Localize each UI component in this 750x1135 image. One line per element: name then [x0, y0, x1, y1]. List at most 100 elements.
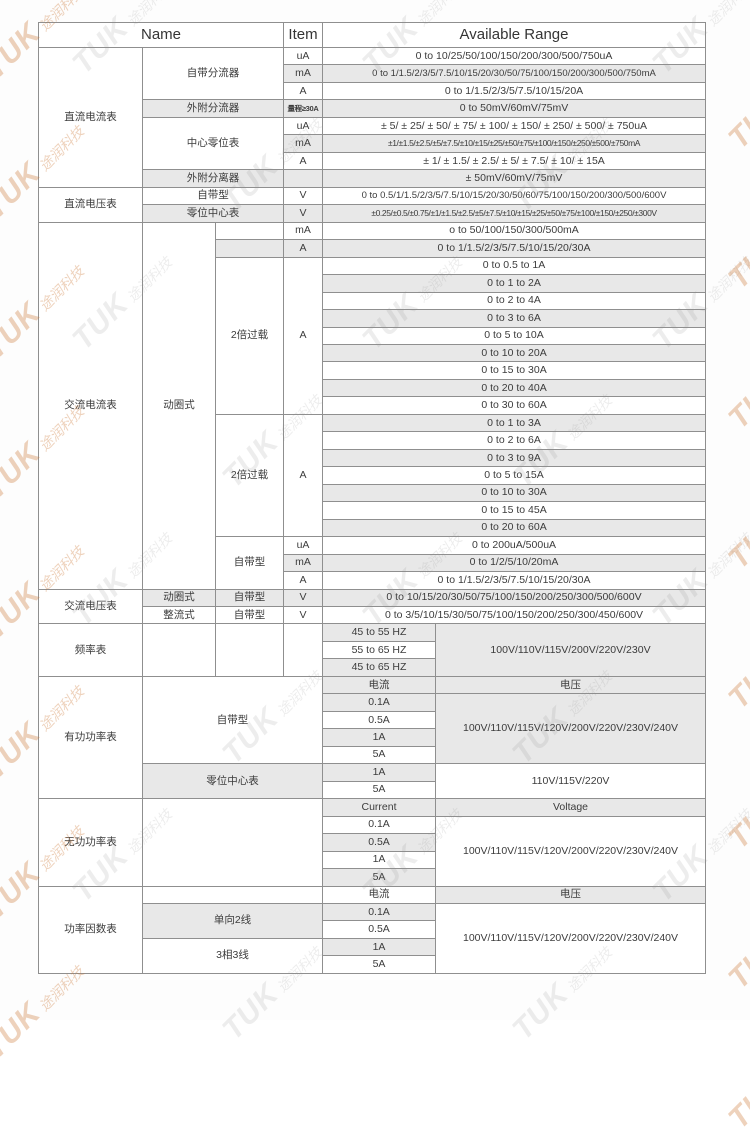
cell: 0.5A [322, 833, 436, 852]
table-row: 1A [39, 728, 706, 747]
cell: 无功功率表 [38, 798, 143, 887]
table-row: 3相3线 1A [39, 937, 706, 974]
watermark-text: TUK途润科技 [722, 646, 750, 716]
cell: 0 to 0.5 to 1A [321, 256, 707, 276]
cell: uA [283, 46, 323, 66]
cell: 自带型 [215, 588, 284, 608]
cell: 0 to 20 to 40A [321, 378, 707, 398]
cell: Voltage [434, 798, 707, 817]
header-cell: Item [283, 22, 323, 48]
table-row: 45 to 65 HZ [39, 658, 706, 677]
table-row: 0.5A [39, 833, 706, 852]
watermark-text: TUK途润科技 [722, 226, 750, 296]
cell: ±0.25/±0.5/±0.75/±1/±1.5/±2.5/±5/±7.5/±1… [321, 204, 707, 223]
table-row: 交流电压表 动圈式 自带型 V 0 to 10/15/20/30/50/75/100/1… [38, 588, 707, 625]
cell: 零位中心表 [142, 763, 323, 800]
cell: 100V/110V/115V/120V/200V/220V/230V/240V [434, 902, 707, 974]
cell: V [283, 588, 323, 608]
table-row: 零位中心表 1A 110V/115V/220V [39, 763, 707, 800]
cell: ± 1/ ± 1.5/ ± 2.5/ ± 5/ ± 7.5/ ± 10/ ± 1… [321, 151, 707, 171]
table-row: 直流电压表 自带型 V 0 to 0.5/1/1.5/2/3/5/7.5/10/15/… [38, 186, 707, 223]
cell: 0 to 1/1.5/2/3/5/7.5/10/15/20A [321, 81, 707, 101]
table-row: 0 to 20 to 40A [39, 378, 707, 398]
cell: A [283, 413, 323, 538]
cell: 外附分离器 [142, 169, 284, 188]
cell: 功率因数表 [38, 885, 143, 974]
table-row: 无功功率表 Current Voltage [38, 798, 707, 887]
table-row: 功率因数表 电流 电压 [38, 885, 707, 974]
watermark-text: TUK途润科技 [722, 1066, 750, 1135]
cell [215, 221, 284, 241]
table-row: 0 to 10 to 20A [39, 343, 707, 363]
cell [215, 623, 284, 677]
cell: 0 to 200uA/500uA [321, 536, 707, 555]
cell: 2倍过载 [215, 413, 284, 538]
table-row: mA 0 to 1/1.5/2/3/5/7.5/10/15/20/30/50/75… [39, 64, 707, 83]
cell: 0 to 10/25/50/100/150/200/300/500/750uA [321, 46, 707, 66]
cell: A [283, 571, 323, 590]
table-row: 5A [39, 955, 706, 974]
cell: 0 to 30 to 60A [321, 396, 707, 415]
cell [215, 239, 284, 258]
table-row: 整流式 自带型 V 0 to 3/5/10/15/30/50/75/100/150/2… [39, 605, 707, 625]
cell: mA [283, 64, 323, 83]
table-row: mA 0 to 1/2/5/10/20mA [39, 553, 707, 573]
cell: 单向2线 [142, 902, 323, 939]
cell: 0 to 15 to 45A [321, 501, 707, 520]
cell: 0.5A [322, 920, 436, 939]
cell: 电压 [434, 885, 707, 904]
cell: 电压 [434, 675, 707, 695]
watermark-text: TUK途润科技 [722, 926, 750, 996]
cell: 自带型 [142, 675, 323, 765]
table-row: 频率表 45 to 55 HZ 100V/110V/115V/200V/220V/… [38, 623, 707, 677]
cell: 0 to 3 to 9A [321, 448, 707, 468]
cell: Current [322, 798, 436, 817]
table-row: 零位中心表 V ±0.25/±0.5/±0.75/±1/±1.5/±2.5/±5/±… [39, 204, 707, 223]
table-row: 0.1A 100V/110V/115V/120V/200V/220V/230V/2… [39, 815, 707, 887]
spec-table: Name Item Available Range 直流电流表 自带分流器 uA 0 to… [38, 22, 707, 974]
cell: 直流电压表 [38, 186, 143, 223]
cell: mA [283, 553, 323, 573]
cell: 0 to 15 to 30A [321, 361, 707, 380]
cell: uA [283, 116, 323, 136]
table-row: 0 to 30 to 60A [39, 396, 707, 415]
cell: 0 to 5 to 10A [321, 326, 707, 345]
cell: 0.1A [322, 902, 436, 922]
table-row: 外附分流器 量程≥30A 0 to 50mV/60mV/75mV [39, 99, 707, 118]
cell [283, 169, 323, 188]
cell: 电流 [322, 675, 436, 695]
cell: 0 to 1 to 2A [321, 274, 707, 293]
cell: A [283, 239, 323, 258]
cell: 1A [322, 763, 436, 782]
table-row: 直流电流表 自带分流器 uA 0 to 10/25/50/100/150/200/30… [38, 46, 707, 188]
cell: 自带型 [142, 186, 284, 206]
cell: 1A [322, 728, 436, 747]
cell: 中心零位表 [142, 116, 284, 171]
cell: V [283, 204, 323, 223]
cell: 5A [322, 745, 436, 765]
cell [142, 885, 323, 904]
cell: 1A [322, 850, 436, 870]
cell: 100V/110V/115V/120V/200V/220V/230V/240V [434, 815, 707, 887]
cell: 110V/115V/220V [434, 763, 707, 800]
cell: 0 to 3 to 6A [321, 309, 707, 328]
cell: 频率表 [38, 623, 143, 677]
watermark-text: TUK途润科技 [722, 506, 750, 576]
cell [142, 798, 323, 887]
cell: mA [283, 134, 323, 153]
table-row: 2倍过载 A 0 to 0.5 to 1A [39, 256, 707, 415]
cell: 外附分流器 [142, 99, 284, 118]
table-row: 中心零位表 uA ± 5/ ± 25/ ± 50/ ± 75/ ± 100/ ± 1… [39, 116, 707, 171]
cell: ± 5/ ± 25/ ± 50/ ± 75/ ± 100/ ± 150/ ± 2… [321, 116, 707, 136]
watermark-text: TUK途润科技 [722, 86, 750, 156]
cell: ± 50mV/60mV/75mV [321, 169, 707, 188]
cell: 0 to 3/5/10/15/30/50/75/100/150/200/250/… [321, 605, 707, 625]
cell: 动圈式 [142, 221, 216, 590]
table-row: 0 to 10 to 30A [39, 483, 707, 503]
cell: 自带型 [215, 605, 284, 625]
cell: 整流式 [142, 605, 216, 625]
cell: 0.1A [322, 815, 436, 835]
cell: 直流电流表 [38, 47, 143, 188]
